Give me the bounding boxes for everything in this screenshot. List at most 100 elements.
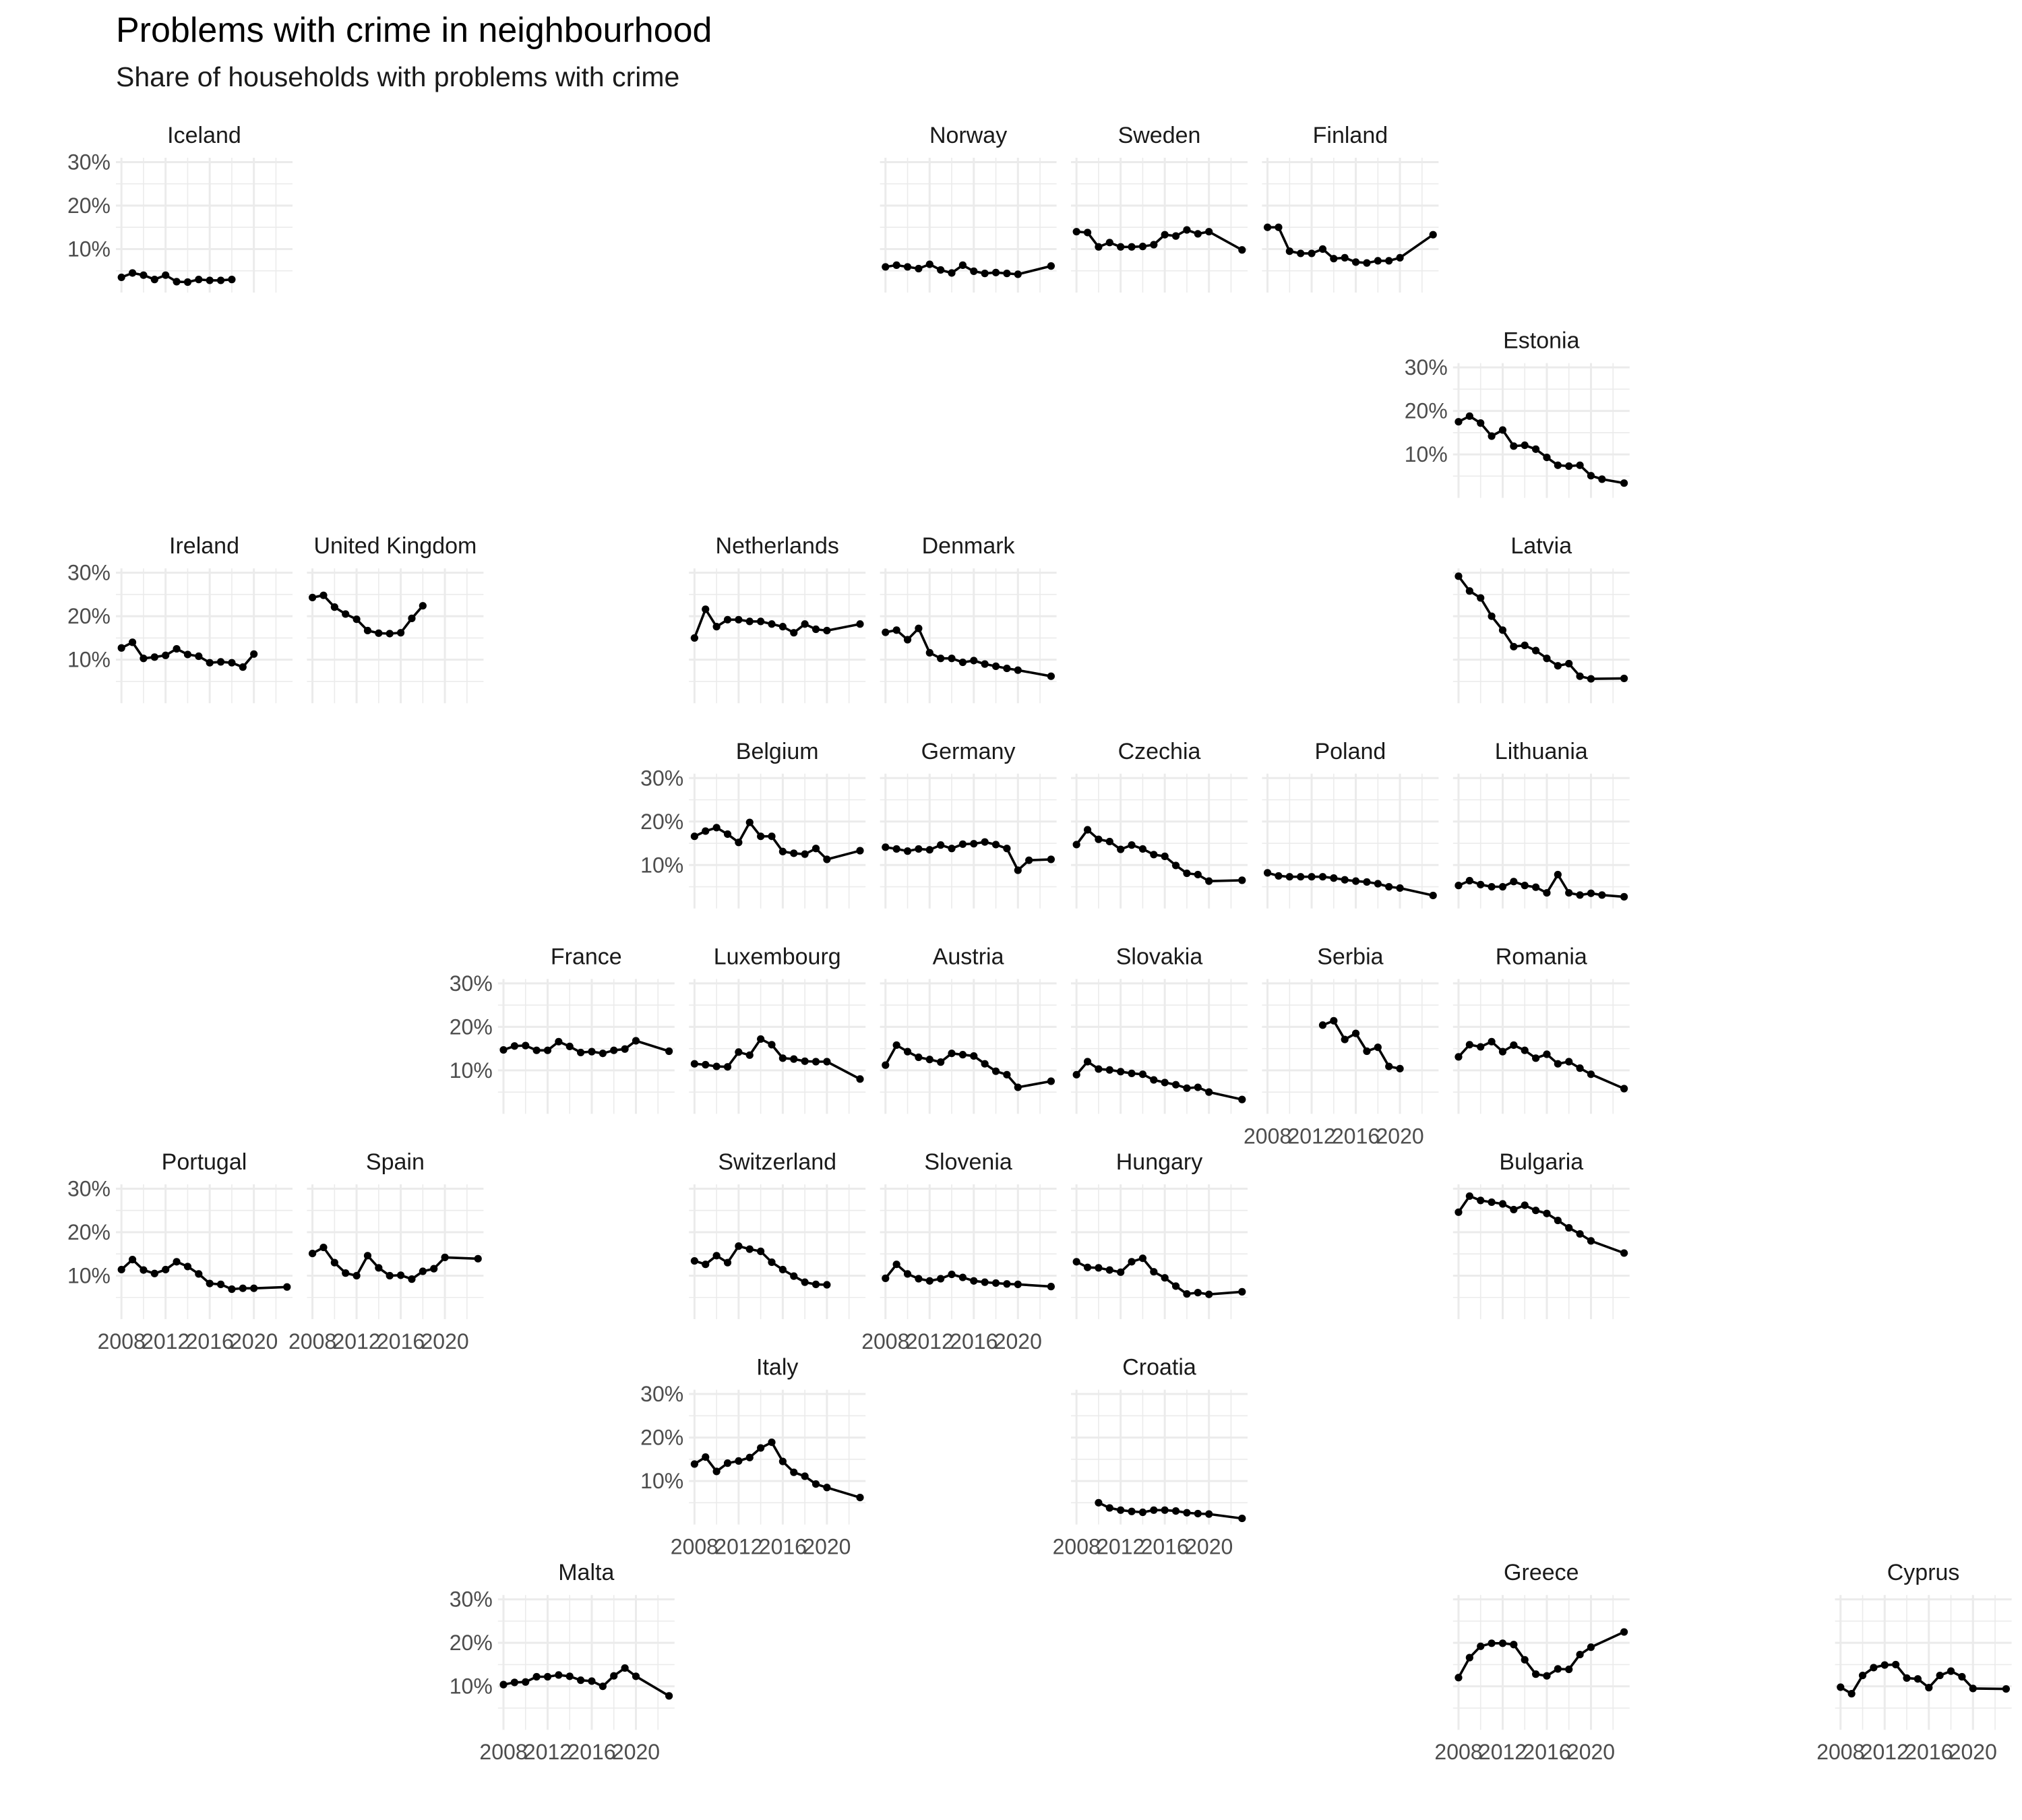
x-tick-label: 2020 [1185,1535,1233,1559]
data-point [1521,1046,1529,1054]
data-point [1072,228,1080,236]
data-point [308,593,317,602]
data-point [801,850,809,858]
data-point [1341,253,1349,262]
data-point [1543,1672,1551,1680]
data-point [1095,243,1103,251]
data-point [811,1058,820,1066]
data-point [991,1067,1000,1075]
data-point [532,1046,541,1054]
data-point [801,620,809,628]
data-point [1374,257,1382,265]
x-tick-label: 2008 [1816,1740,1864,1764]
data-point [1341,876,1349,884]
data-point [991,1279,1000,1287]
data-point [396,1271,405,1279]
data-point [555,1671,563,1679]
data-point [1454,882,1463,890]
panel-grid [880,979,1057,1114]
panel-title: Austria [933,944,1004,969]
data-point [1025,856,1033,864]
data-point [1363,259,1371,267]
x-tick-label: 2016 [1905,1740,1953,1764]
data-point [1072,841,1080,849]
data-point [690,1060,698,1068]
data-point [690,832,698,841]
data-point [702,1060,710,1069]
data-point [319,591,328,599]
data-point [250,650,258,658]
data-point [790,1468,798,1476]
data-point [173,278,181,286]
data-point [1183,1084,1191,1092]
data-point [1498,626,1507,634]
x-tick-label: 2008 [479,1740,527,1764]
data-point [1238,1287,1246,1296]
y-tick-label: 30% [67,561,111,585]
panel-grid [689,568,866,704]
data-point [1105,239,1113,247]
y-tick-label: 10% [1405,442,1448,466]
data-point [419,1267,427,1275]
data-point [723,615,732,624]
data-point [958,1273,967,1281]
data-point [1565,1665,1573,1674]
y-tick-label: 30% [1405,355,1448,380]
y-tick-label: 10% [640,1469,683,1493]
data-point [1543,888,1551,897]
data-point [757,617,765,626]
data-point [1205,1290,1213,1298]
data-point [702,1261,710,1269]
panel-title: Czechia [1118,739,1201,764]
data-point [991,662,1000,670]
panel-finland: Finland [1262,123,1439,293]
panel-title: Croatia [1122,1355,1196,1381]
data-point [1047,262,1055,270]
x-tick-label: 2016 [1523,1740,1570,1764]
data-point [1150,1076,1158,1084]
data-point [702,1453,710,1461]
data-point [778,1457,787,1465]
x-tick-label: 2012 [906,1329,954,1354]
data-point [419,602,427,610]
data-point [1521,1656,1529,1664]
data-point [140,1266,148,1274]
data-point [1429,891,1437,900]
data-point [239,1284,247,1292]
x-tick-label: 2012 [714,1535,762,1559]
data-point [757,1247,765,1255]
data-point [1837,1683,1845,1691]
data-point [1620,479,1628,487]
x-tick-label: 2020 [1376,1124,1423,1148]
data-point [1275,223,1283,231]
data-point [723,1459,732,1467]
data-point [1014,1083,1022,1091]
data-point [723,1258,732,1267]
data-point [915,845,923,853]
data-point [1532,445,1540,453]
data-point [1171,1282,1180,1290]
data-point [522,1678,530,1686]
data-point [948,269,956,277]
panel-grid [689,1389,866,1525]
data-point [757,1444,765,1452]
data-point [1620,1628,1628,1636]
data-point [1576,1650,1584,1659]
data-point [915,1053,923,1062]
panel-netherlands: Netherlands [689,533,866,704]
data-point [1047,1077,1055,1085]
y-tick-label: 30% [67,150,111,174]
data-point [499,1045,508,1054]
series-line [694,1037,861,1081]
data-point [1936,1671,1944,1680]
panel-grid [1452,979,1630,1114]
data-point [1083,229,1092,237]
data-point [856,1075,864,1083]
data-point [1138,243,1147,251]
data-point [723,1063,732,1071]
panel-luxembourg: Luxembourg [689,944,866,1114]
data-point [1003,664,1011,673]
x-tick-label: 2016 [186,1329,234,1354]
